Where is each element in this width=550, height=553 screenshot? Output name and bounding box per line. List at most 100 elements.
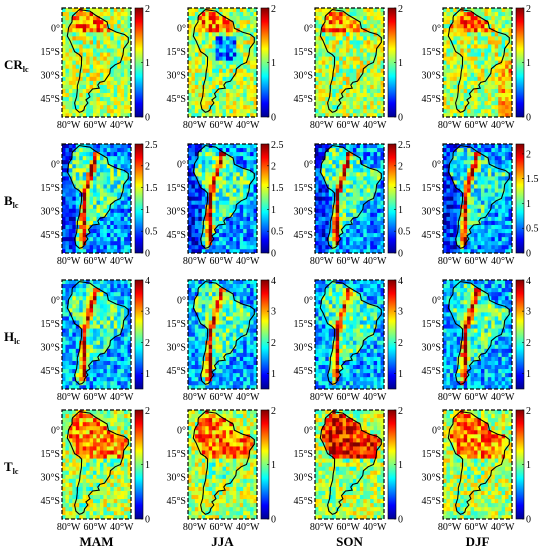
- heat-cell: [219, 237, 223, 242]
- heat-cell: [373, 180, 378, 185]
- heat-cell: [443, 24, 447, 29]
- heat-cell: [93, 233, 97, 238]
- heat-cell: [480, 109, 485, 114]
- heat-cell: [229, 224, 234, 230]
- heat-cell: [467, 40, 471, 45]
- heat-cell: [222, 80, 227, 86]
- heat-cell: [491, 84, 496, 90]
- heat-cell: [491, 180, 496, 185]
- heat-cell: [62, 229, 66, 234]
- heat-cell: [62, 24, 66, 29]
- heat-cell: [222, 20, 227, 25]
- heat-cell: [215, 101, 220, 106]
- heat-cell: [470, 36, 475, 41]
- heat-cell: [325, 84, 330, 90]
- heat-cell: [335, 113, 340, 117]
- heat-cell: [332, 44, 337, 49]
- heat-cell: [72, 312, 77, 317]
- heat-cell: [89, 32, 94, 37]
- heat-cell: [96, 8, 101, 13]
- heat-cell: [72, 8, 77, 13]
- heat-cell: [243, 204, 248, 210]
- heat-cell: [346, 216, 350, 222]
- heat-cell: [377, 233, 381, 238]
- heat-cell: [366, 101, 371, 106]
- heat-cell: [72, 196, 77, 202]
- heat-cell: [352, 237, 357, 242]
- heat-cell: [508, 164, 512, 169]
- heat-cell: [75, 365, 80, 370]
- heat-cell: [89, 56, 94, 62]
- heat-cell: [68, 208, 73, 214]
- heat-cell: [498, 72, 503, 78]
- heat-cell: [239, 40, 244, 45]
- heat-cell: [321, 237, 326, 242]
- heat-cell: [99, 68, 104, 74]
- heat-cell: [89, 220, 94, 226]
- heat-cells: [62, 280, 131, 389]
- heat-cell: [65, 84, 70, 90]
- heat-cell: [342, 12, 347, 17]
- heat-cell: [366, 200, 371, 206]
- heat-cell: [443, 80, 447, 86]
- heat-cell: [62, 192, 66, 198]
- heat-cell: [449, 16, 454, 21]
- heat-cell: [99, 40, 104, 45]
- heat-cell: [243, 152, 248, 157]
- heat-cell: [508, 204, 512, 210]
- heat-cell: [229, 237, 234, 242]
- heat-cell: [229, 204, 234, 210]
- colorbar-tick-label: 1: [145, 205, 150, 216]
- heat-cell: [467, 152, 471, 157]
- heat-cell: [443, 224, 447, 230]
- heat-cell: [446, 64, 451, 70]
- heat-cell: [508, 216, 512, 222]
- heat-cell: [194, 144, 199, 149]
- heat-cell: [198, 180, 203, 185]
- heat-cell: [124, 180, 128, 185]
- heat-cell: [225, 188, 230, 193]
- heat-cell: [449, 113, 454, 117]
- heat-cell: [62, 76, 66, 82]
- heat-cell: [380, 76, 384, 82]
- heat-cell: [96, 60, 101, 66]
- heat-cell: [82, 296, 87, 301]
- heat-cell: [117, 176, 122, 181]
- heat-cell: [99, 48, 104, 53]
- heat-cell: [315, 20, 319, 25]
- heat-cell: [106, 101, 111, 106]
- heat-cell: [96, 52, 101, 57]
- heat-cell: [225, 101, 230, 106]
- heat-cell: [501, 109, 506, 114]
- heat-cell: [65, 40, 70, 45]
- heat-cell: [124, 109, 128, 114]
- heat-cell: [325, 216, 330, 222]
- heat-cell: [373, 184, 378, 189]
- heat-cell: [342, 180, 347, 185]
- heat-cell: [188, 28, 192, 33]
- lat-tick-label: 0°: [432, 24, 441, 35]
- heat-cell: [494, 52, 499, 57]
- heat-cell: [335, 208, 340, 214]
- heat-cell: [82, 164, 87, 169]
- heat-cell: [494, 216, 499, 222]
- heat-cell: [491, 208, 496, 214]
- heat-cell: [65, 76, 70, 82]
- colorbar-tick-label: 2: [271, 4, 276, 15]
- heat-cell: [328, 200, 333, 206]
- heat-cell: [366, 204, 371, 210]
- heat-cell: [82, 160, 87, 165]
- heat-cell: [75, 101, 80, 106]
- heat-cell: [113, 32, 118, 37]
- heat-cell: [463, 113, 468, 117]
- heat-cell: [212, 36, 216, 41]
- heat-cell: [198, 220, 203, 226]
- heat-cell: [501, 56, 506, 62]
- heat-cell: [363, 156, 368, 161]
- heat-cell: [86, 220, 90, 226]
- heat-cell: [505, 148, 509, 153]
- heat-cell: [373, 93, 378, 98]
- heat-cell: [349, 20, 354, 25]
- heat-cell: [467, 24, 471, 29]
- heat-cell: [188, 32, 192, 37]
